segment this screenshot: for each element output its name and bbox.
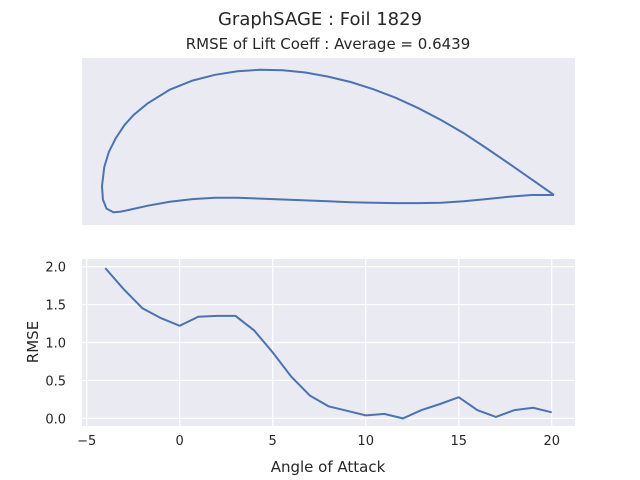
airfoil-panel (82, 58, 575, 225)
rmse-y-tick-labels: 0.0 0.5 1.0 1.5 2.0 (45, 261, 66, 428)
figure-suptitle: GraphSAGE : Foil 1829 (218, 9, 422, 30)
x-tick-label: −5 (77, 434, 96, 449)
y-axis-label: RMSE (24, 321, 42, 363)
rmse-series-line (104, 267, 552, 420)
airfoil-panel-background (82, 58, 575, 225)
x-tick-label: 10 (357, 434, 374, 449)
x-tick-label: 15 (450, 434, 467, 449)
y-tick-label: 0.5 (45, 374, 66, 389)
x-tick-label: 20 (543, 434, 560, 449)
y-tick-label: 1.0 (45, 337, 66, 352)
y-tick-label: 0.0 (45, 412, 66, 427)
x-axis-label: Angle of Attack (271, 458, 386, 476)
rmse-x-tick-labels: −5 0 5 10 15 20 (77, 434, 560, 449)
airfoil-outline (100, 68, 555, 214)
figure-subtitle: RMSE of Lift Coeff : Average = 0.6439 (186, 35, 471, 53)
y-tick-label: 2.0 (45, 261, 66, 276)
x-tick-label: 5 (269, 434, 277, 449)
x-tick-label: 0 (176, 434, 184, 449)
rmse-panel: −5 0 5 10 15 20 0.0 0.5 1.0 1.5 2.0 Angle of Atta… (24, 259, 575, 476)
y-tick-label: 1.5 (45, 299, 66, 314)
rmse-gridlines (82, 259, 575, 426)
